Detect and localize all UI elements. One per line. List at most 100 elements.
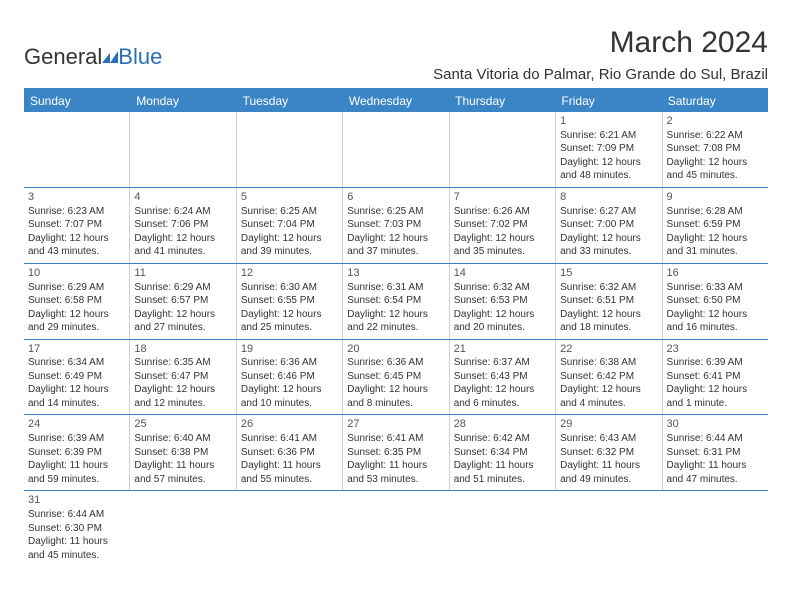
sunset-line: Sunset: 6:30 PM <box>28 522 126 536</box>
daylight-line-2: and 57 minutes. <box>134 473 231 487</box>
daylight-line-1: Daylight: 12 hours <box>241 383 338 397</box>
daylight-line-2: and 20 minutes. <box>454 321 551 335</box>
daylight-line-1: Daylight: 12 hours <box>134 232 231 246</box>
sunset-line: Sunset: 6:32 PM <box>560 446 657 460</box>
day-cell: 5Sunrise: 6:25 AMSunset: 7:04 PMDaylight… <box>237 188 343 263</box>
sunrise-line: Sunrise: 6:25 AM <box>241 205 338 219</box>
daylight-line-1: Daylight: 11 hours <box>454 459 551 473</box>
day-cell <box>662 491 768 566</box>
sunset-line: Sunset: 7:06 PM <box>134 218 231 232</box>
day-cell: 22Sunrise: 6:38 AMSunset: 6:42 PMDayligh… <box>556 340 662 415</box>
daylight-line-1: Daylight: 11 hours <box>28 459 125 473</box>
day-cell <box>130 112 236 187</box>
day-cell: 23Sunrise: 6:39 AMSunset: 6:41 PMDayligh… <box>663 340 768 415</box>
sunset-line: Sunset: 6:50 PM <box>667 294 764 308</box>
day-cell: 19Sunrise: 6:36 AMSunset: 6:46 PMDayligh… <box>237 340 343 415</box>
day-cell: 15Sunrise: 6:32 AMSunset: 6:51 PMDayligh… <box>556 264 662 339</box>
day-number: 1 <box>560 114 657 129</box>
day-number: 7 <box>454 190 551 205</box>
weekday-header: Monday <box>130 90 236 112</box>
day-cell: 10Sunrise: 6:29 AMSunset: 6:58 PMDayligh… <box>24 264 130 339</box>
daylight-line-2: and 49 minutes. <box>560 473 657 487</box>
sunrise-line: Sunrise: 6:41 AM <box>241 432 338 446</box>
day-cell <box>130 491 236 566</box>
daylight-line-2: and 18 minutes. <box>560 321 657 335</box>
day-cell: 3Sunrise: 6:23 AMSunset: 7:07 PMDaylight… <box>24 188 130 263</box>
day-number: 5 <box>241 190 338 205</box>
sunset-line: Sunset: 6:58 PM <box>28 294 125 308</box>
daylight-line-2: and 4 minutes. <box>560 397 657 411</box>
sunrise-line: Sunrise: 6:39 AM <box>667 356 764 370</box>
logo-icon <box>100 45 122 59</box>
sunrise-line: Sunrise: 6:29 AM <box>134 281 231 295</box>
day-number: 21 <box>454 342 551 357</box>
sunrise-line: Sunrise: 6:24 AM <box>134 205 231 219</box>
daylight-line-1: Daylight: 11 hours <box>667 459 764 473</box>
daylight-line-1: Daylight: 12 hours <box>667 156 764 170</box>
daylight-line-2: and 10 minutes. <box>241 397 338 411</box>
daylight-line-2: and 33 minutes. <box>560 245 657 259</box>
sunrise-line: Sunrise: 6:31 AM <box>347 281 444 295</box>
daylight-line-1: Daylight: 12 hours <box>667 383 764 397</box>
daylight-line-1: Daylight: 11 hours <box>241 459 338 473</box>
weekday-header: Tuesday <box>237 90 343 112</box>
daylight-line-2: and 43 minutes. <box>28 245 125 259</box>
daylight-line-1: Daylight: 12 hours <box>241 308 338 322</box>
day-cell: 1Sunrise: 6:21 AMSunset: 7:09 PMDaylight… <box>556 112 662 187</box>
sunrise-line: Sunrise: 6:22 AM <box>667 129 764 143</box>
week-row: 3Sunrise: 6:23 AMSunset: 7:07 PMDaylight… <box>24 188 768 264</box>
logo-text-2: Blue <box>118 44 162 69</box>
sunrise-line: Sunrise: 6:44 AM <box>667 432 764 446</box>
day-number: 19 <box>241 342 338 357</box>
sunrise-line: Sunrise: 6:43 AM <box>560 432 657 446</box>
sunset-line: Sunset: 7:09 PM <box>560 142 657 156</box>
day-cell: 8Sunrise: 6:27 AMSunset: 7:00 PMDaylight… <box>556 188 662 263</box>
daylight-line-2: and 39 minutes. <box>241 245 338 259</box>
daylight-line-1: Daylight: 11 hours <box>347 459 444 473</box>
day-cell <box>449 491 555 566</box>
day-cell: 31Sunrise: 6:44 AMSunset: 6:30 PMDayligh… <box>24 491 130 566</box>
sunset-line: Sunset: 6:46 PM <box>241 370 338 384</box>
daylight-line-2: and 6 minutes. <box>454 397 551 411</box>
day-number: 12 <box>241 266 338 281</box>
daylight-line-1: Daylight: 12 hours <box>28 308 125 322</box>
logo: GeneralBlue <box>24 44 162 70</box>
daylight-line-2: and 31 minutes. <box>667 245 764 259</box>
sunset-line: Sunset: 6:53 PM <box>454 294 551 308</box>
sunrise-line: Sunrise: 6:35 AM <box>134 356 231 370</box>
sunset-line: Sunset: 6:49 PM <box>28 370 125 384</box>
day-number: 23 <box>667 342 764 357</box>
daylight-line-2: and 8 minutes. <box>347 397 444 411</box>
day-cell: 7Sunrise: 6:26 AMSunset: 7:02 PMDaylight… <box>450 188 556 263</box>
sunset-line: Sunset: 6:55 PM <box>241 294 338 308</box>
sunset-line: Sunset: 6:34 PM <box>454 446 551 460</box>
page-title: March 2024 <box>610 26 768 60</box>
week-row: 10Sunrise: 6:29 AMSunset: 6:58 PMDayligh… <box>24 264 768 340</box>
sunrise-line: Sunrise: 6:34 AM <box>28 356 125 370</box>
day-cell: 27Sunrise: 6:41 AMSunset: 6:35 PMDayligh… <box>343 415 449 490</box>
daylight-line-2: and 14 minutes. <box>28 397 125 411</box>
sunrise-line: Sunrise: 6:42 AM <box>454 432 551 446</box>
daylight-line-1: Daylight: 12 hours <box>241 232 338 246</box>
day-cell: 25Sunrise: 6:40 AMSunset: 6:38 PMDayligh… <box>130 415 236 490</box>
sunrise-line: Sunrise: 6:32 AM <box>560 281 657 295</box>
sunrise-line: Sunrise: 6:28 AM <box>667 205 764 219</box>
weekday-header: Thursday <box>449 90 555 112</box>
day-number: 2 <box>667 114 764 129</box>
day-cell: 2Sunrise: 6:22 AMSunset: 7:08 PMDaylight… <box>663 112 768 187</box>
daylight-line-2: and 12 minutes. <box>134 397 231 411</box>
daylight-line-1: Daylight: 12 hours <box>347 232 444 246</box>
week-row: 17Sunrise: 6:34 AMSunset: 6:49 PMDayligh… <box>24 340 768 416</box>
day-cell: 29Sunrise: 6:43 AMSunset: 6:32 PMDayligh… <box>556 415 662 490</box>
daylight-line-1: Daylight: 12 hours <box>454 232 551 246</box>
day-number: 10 <box>28 266 125 281</box>
daylight-line-2: and 47 minutes. <box>667 473 764 487</box>
sunset-line: Sunset: 6:51 PM <box>560 294 657 308</box>
day-number: 27 <box>347 417 444 432</box>
daylight-line-1: Daylight: 11 hours <box>28 535 126 549</box>
daylight-line-2: and 29 minutes. <box>28 321 125 335</box>
day-cell <box>237 491 343 566</box>
sunset-line: Sunset: 6:38 PM <box>134 446 231 460</box>
calendar: SundayMondayTuesdayWednesdayThursdayFrid… <box>24 88 768 566</box>
daylight-line-1: Daylight: 12 hours <box>28 383 125 397</box>
